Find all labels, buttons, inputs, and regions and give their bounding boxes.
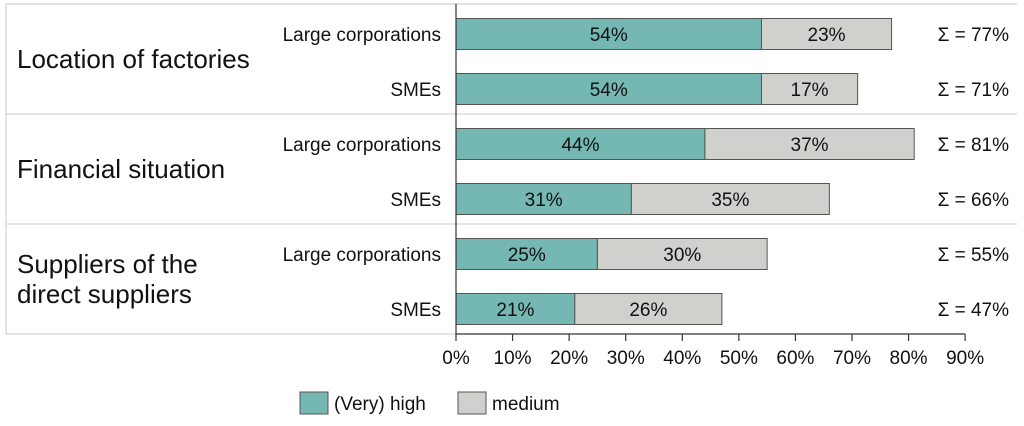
sum-label: Σ = 77% (938, 25, 1010, 46)
bar-very-high (455, 18, 762, 50)
data-label: 54% (590, 25, 628, 46)
bar-very-high (455, 293, 576, 325)
data-label: 35% (711, 190, 749, 211)
category-label: Large corporations (283, 25, 441, 46)
legend-label: medium (492, 394, 560, 415)
bar-medium (760, 73, 859, 105)
bar-medium (760, 18, 893, 50)
data-label: 23% (808, 25, 846, 46)
data-label: 31% (525, 190, 563, 211)
sum-label: Σ = 71% (938, 80, 1010, 101)
x-tick-label: 80% (890, 348, 928, 369)
x-tick-label: 0% (442, 348, 470, 369)
category-label: Large corporations (283, 245, 441, 266)
sum-label: Σ = 81% (938, 135, 1010, 156)
bar-medium (596, 238, 768, 270)
x-tick-label: 30% (607, 348, 645, 369)
data-label: 37% (791, 135, 829, 156)
category-label: Large corporations (283, 135, 441, 156)
data-label: 26% (629, 300, 667, 321)
x-tick-label: 40% (663, 348, 701, 369)
data-label: 21% (496, 300, 534, 321)
x-tick-label: 70% (833, 348, 871, 369)
bar-very-high (455, 73, 762, 105)
legend-swatch-very-high (299, 391, 329, 415)
group-label: direct suppliers (17, 279, 192, 309)
data-label: 25% (508, 245, 546, 266)
data-label: 54% (590, 80, 628, 101)
group-label: Financial situation (17, 154, 225, 184)
x-tick-label: 90% (946, 348, 984, 369)
sum-label: Σ = 47% (938, 300, 1010, 321)
data-label: 30% (663, 245, 701, 266)
category-label: SMEs (390, 80, 441, 101)
legend-label: (Very) high (334, 394, 426, 415)
bar-medium (574, 293, 723, 325)
legend-swatch-medium (457, 391, 487, 415)
sum-label: Σ = 55% (938, 245, 1010, 266)
bar-very-high (455, 238, 598, 270)
data-label: 17% (791, 80, 829, 101)
group-label: Suppliers of the (17, 249, 198, 279)
x-tick-label: 50% (720, 348, 758, 369)
x-tick-label: 60% (776, 348, 814, 369)
x-tick-label: 10% (494, 348, 532, 369)
data-label: 44% (561, 135, 599, 156)
group-label: Location of factories (17, 44, 250, 74)
sum-label: Σ = 66% (938, 190, 1010, 211)
category-label: SMEs (390, 300, 441, 321)
bar-medium (630, 183, 830, 215)
category-label: SMEs (390, 190, 441, 211)
x-tick-label: 20% (550, 348, 588, 369)
bar-medium (704, 128, 915, 160)
